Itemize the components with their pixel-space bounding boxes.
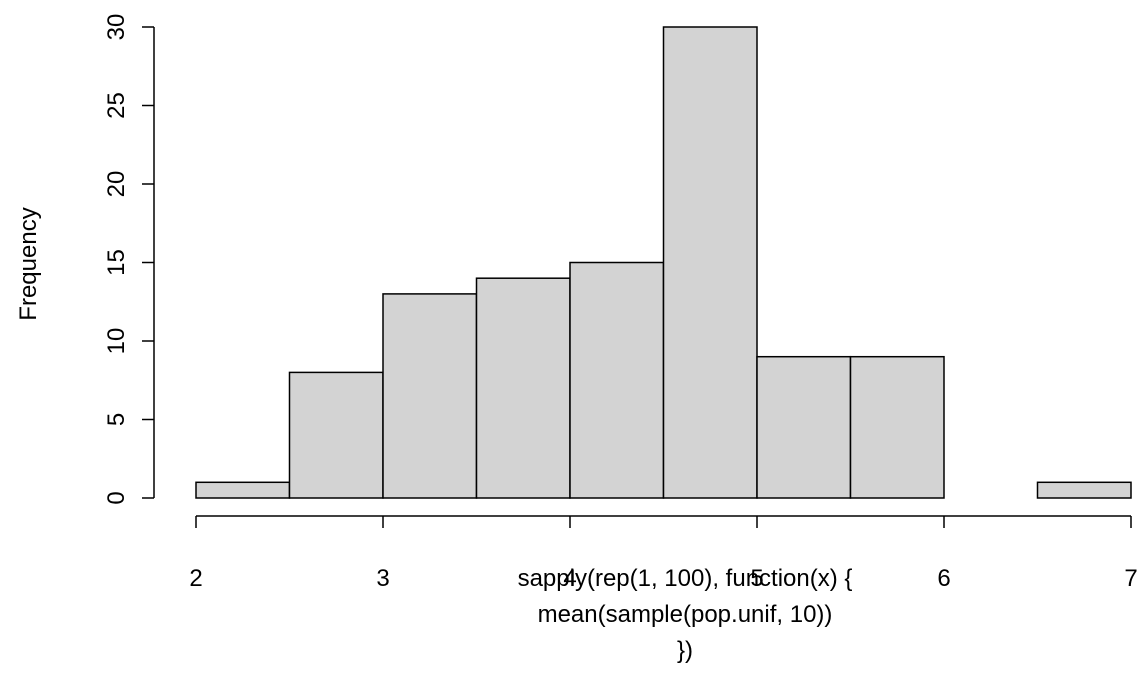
x-axis-label-line-2: }): [677, 637, 693, 664]
x-axis: 2 3 4 5 6 7: [189, 515, 1138, 592]
x-axis-label-line-1: mean(sample(pop.unif, 10)): [538, 601, 833, 628]
x-tick-label-5: 5: [750, 565, 763, 592]
y-tick-label-0: 0: [103, 491, 130, 504]
histogram-bar-4: [569, 261, 665, 499]
histogram-bar-3: [475, 277, 571, 499]
x-tick-label-4: 4: [563, 565, 576, 592]
x-tick-label-7: 7: [1124, 565, 1137, 592]
x-axis-label-line-0: sapply(rep(1, 100), function(x) {: [518, 565, 853, 592]
histogram-bar-9: [1036, 481, 1132, 499]
histogram-bar-0: [195, 481, 291, 499]
x-tick-label-3: 3: [376, 565, 389, 592]
histogram-bar-6: [756, 355, 852, 499]
x-axis-label: sapply(rep(1, 100), function(x) { mean(sa…: [518, 565, 853, 664]
y-tick-label-5: 5: [103, 413, 130, 426]
histogram-bar-5: [662, 26, 758, 499]
histogram-bar-1: [288, 371, 384, 499]
histogram-bar-2: [382, 293, 478, 499]
x-tick-label-6: 6: [937, 565, 950, 592]
y-tick-label-30: 30: [103, 14, 130, 41]
x-tick-label-2: 2: [189, 565, 202, 592]
y-tick-label-20: 20: [103, 171, 130, 198]
histogram-bars: [195, 26, 1132, 499]
y-axis-label: Frequency: [15, 207, 42, 320]
y-tick-label-15: 15: [103, 249, 130, 276]
y-tick-label-10: 10: [103, 328, 130, 355]
y-axis: 0 5 10 15 20 25 30: [103, 14, 155, 505]
histogram-bar-7: [849, 355, 945, 499]
y-tick-label-25: 25: [103, 92, 130, 119]
